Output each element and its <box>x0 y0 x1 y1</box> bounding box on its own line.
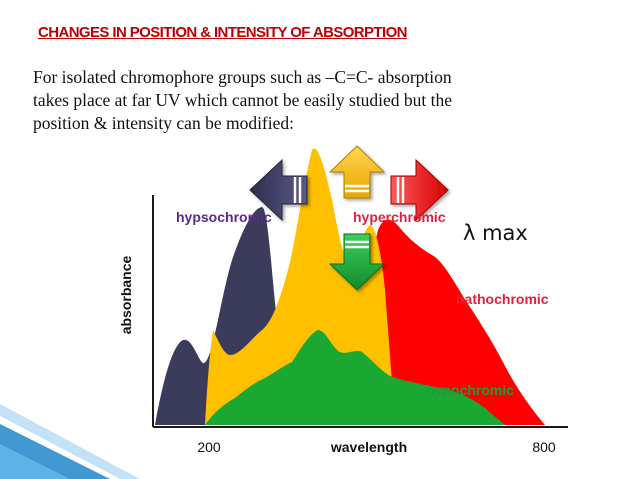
hypochromic-label: hypochromic <box>426 382 514 398</box>
lambda-max-label: λ max <box>463 221 528 245</box>
intro-line-1: For isolated chromophore groups such as … <box>33 67 452 87</box>
x-axis-label: wavelength <box>330 439 407 455</box>
arrow-down-icon <box>328 233 386 291</box>
hypochromic-band <box>205 330 505 425</box>
y-axis-label: absorbance <box>118 255 134 334</box>
bathochromic-label: bathochromic <box>456 291 549 307</box>
slide-title: CHANGES IN POSITION & INTENSITY OF ABSOR… <box>38 24 407 41</box>
arrow-up-icon <box>328 145 386 199</box>
intro-line-3: position & intensity can be modified: <box>33 113 295 133</box>
hyperchromic-label: hyperchromic <box>353 209 446 225</box>
corner-decoration <box>0 404 140 479</box>
intro-line-2: takes place at far UV which cannot be ea… <box>33 90 453 110</box>
arrow-right-icon <box>390 158 449 222</box>
x-tick-200: 200 <box>197 439 221 455</box>
x-tick-800: 800 <box>532 439 556 455</box>
hypsochromic-label: hypsochromic <box>176 209 272 225</box>
arrow-left-icon <box>249 158 308 222</box>
intro-paragraph: For isolated chromophore groups such as … <box>33 66 593 135</box>
bathochromic-band <box>352 219 545 425</box>
